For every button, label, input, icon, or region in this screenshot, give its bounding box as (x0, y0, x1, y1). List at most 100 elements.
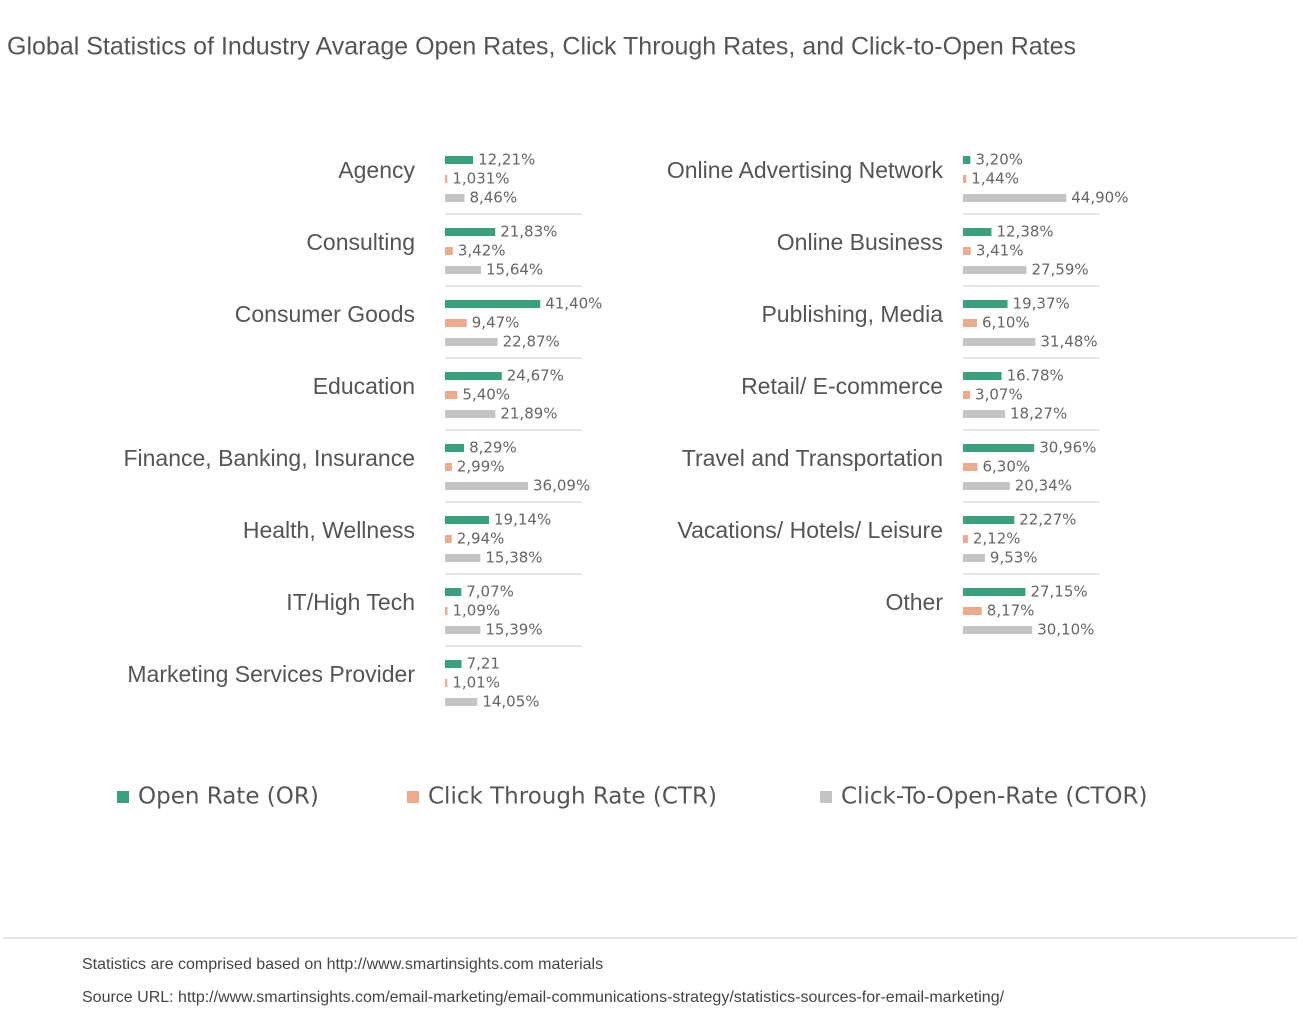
value-label: 16.78% (1007, 367, 1064, 385)
legend-swatch (407, 791, 419, 803)
bar (963, 247, 971, 255)
legend-label: Click-To-Open-Rate (CTOR) (841, 784, 1148, 810)
value-label: 15,64% (486, 261, 543, 279)
value-label: 30,96% (1039, 439, 1096, 457)
bar (963, 535, 968, 543)
bar (445, 410, 496, 418)
category-label: Vacations/ Hotels/ Leisure (678, 517, 944, 543)
bar (963, 516, 1015, 524)
value-label: 21,89% (500, 405, 557, 423)
value-label: 3,20% (975, 151, 1023, 169)
value-label: 31,48% (1040, 333, 1097, 351)
bar (445, 175, 448, 183)
bar (445, 554, 481, 562)
category-label: IT/High Tech (286, 589, 415, 615)
value-label: 6,30% (982, 458, 1030, 476)
bar (445, 194, 465, 202)
value-label: 22,87% (503, 333, 560, 351)
category-label: Retail/ E-commerce (741, 373, 943, 399)
bar (963, 588, 1026, 596)
bar (963, 175, 967, 183)
value-label: 3,41% (976, 242, 1024, 260)
value-label: 41,40% (545, 295, 602, 313)
category-label: Travel and Transportation (682, 445, 943, 471)
bar (445, 660, 462, 668)
bar (963, 607, 982, 615)
category-label: Agency (338, 157, 415, 183)
value-label: 7,21 (467, 655, 500, 673)
category-label: Marketing Services Provider (127, 661, 415, 687)
bar (445, 535, 452, 543)
category-label: Online Business (777, 229, 943, 255)
value-label: 8,29% (469, 439, 517, 457)
bar (445, 626, 481, 634)
bar (445, 444, 465, 452)
value-label: 1,01% (452, 674, 500, 692)
value-label: 3,42% (458, 242, 506, 260)
category-label: Education (313, 373, 415, 399)
footer-source: Source URL: http://www.smartinsights.com… (82, 989, 1005, 1006)
value-label: 8,17% (987, 602, 1035, 620)
value-label: 1,44% (971, 170, 1019, 188)
category-label: Other (885, 589, 943, 615)
legend-swatch (820, 791, 832, 803)
value-label: 1,031% (452, 170, 509, 188)
value-label: 19,37% (1013, 295, 1070, 313)
value-label: 15,38% (485, 549, 542, 567)
value-label: 6,10% (982, 314, 1030, 332)
bar (963, 554, 985, 562)
value-label: 27,15% (1030, 583, 1087, 601)
bar (963, 300, 1008, 308)
value-label: 15,39% (485, 621, 542, 639)
chart-title: Global Statistics of Industry Avarage Op… (7, 33, 1076, 61)
bar (963, 626, 1033, 634)
bar (445, 679, 448, 687)
bar (963, 156, 971, 164)
bar (963, 391, 971, 399)
value-label: 2,12% (973, 530, 1021, 548)
bar (963, 444, 1035, 452)
value-label: 27,59% (1031, 261, 1088, 279)
bar (445, 266, 481, 274)
value-label: 5,40% (462, 386, 510, 404)
value-label: 24,67% (507, 367, 564, 385)
legend-label: Open Rate (OR) (138, 784, 319, 810)
value-label: 44,90% (1071, 189, 1128, 207)
value-label: 36,09% (533, 477, 590, 495)
value-label: 7,07% (466, 583, 514, 601)
value-label: 2,94% (457, 530, 505, 548)
bar (963, 266, 1027, 274)
category-label: Publishing, Media (761, 301, 943, 327)
category-label: Consulting (306, 229, 415, 255)
value-label: 19,14% (494, 511, 551, 529)
value-label: 12,21% (478, 151, 535, 169)
bar (445, 319, 467, 327)
value-label: 12,38% (996, 223, 1053, 241)
bar (963, 372, 1002, 380)
bar (963, 410, 1006, 418)
value-label: 21,83% (500, 223, 557, 241)
value-label: 2,99% (457, 458, 505, 476)
category-label: Online Advertising Network (667, 157, 944, 183)
category-label: Finance, Banking, Insurance (123, 445, 415, 471)
value-label: 9,53% (990, 549, 1038, 567)
bar (963, 463, 978, 471)
value-label: 14,05% (482, 693, 539, 711)
bar (445, 156, 474, 164)
footer-note: Statistics are comprised based on http:/… (82, 956, 603, 973)
bar (445, 300, 541, 308)
bar (445, 372, 502, 380)
value-label: 8,46% (469, 189, 517, 207)
bar (445, 698, 478, 706)
bar (963, 338, 1036, 346)
bar (963, 228, 992, 236)
bar (445, 247, 453, 255)
category-label: Consumer Goods (235, 301, 415, 327)
bar (445, 228, 496, 236)
bar (963, 482, 1010, 490)
bar (445, 607, 448, 615)
bar (445, 516, 490, 524)
bar (963, 319, 978, 327)
bar (445, 482, 529, 490)
